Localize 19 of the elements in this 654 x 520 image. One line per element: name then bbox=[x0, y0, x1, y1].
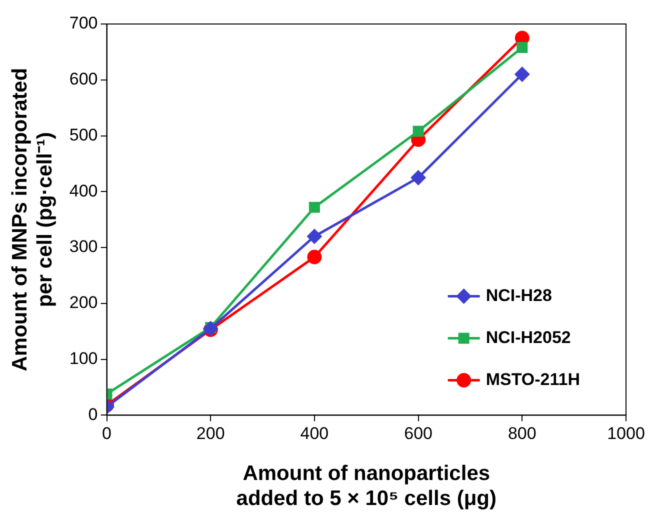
y-tick-label: 0 bbox=[88, 404, 98, 424]
y-tick-label: 100 bbox=[69, 349, 98, 368]
x-tick-label: 0 bbox=[102, 424, 112, 444]
x-tick-label: 600 bbox=[404, 424, 432, 444]
y-tick-label: 700 bbox=[69, 14, 98, 33]
x-tick-label: 400 bbox=[300, 424, 329, 444]
x-axis-title: Amount of nanoparticles added to 5 × 10⁵ cells (μg) bbox=[236, 462, 496, 510]
legend-label: NCI-H28 bbox=[486, 286, 552, 305]
y-tick-label: 200 bbox=[69, 293, 98, 312]
legend-label: NCI-H2052 bbox=[486, 328, 571, 347]
x-tick-label: 800 bbox=[508, 424, 536, 444]
y-tick-label: 400 bbox=[69, 181, 98, 200]
legend-label: MSTO-211H bbox=[486, 370, 580, 389]
x-tick-label: 200 bbox=[196, 424, 225, 444]
y-tick-label: 500 bbox=[69, 125, 98, 144]
x-tick-label: 1000 bbox=[607, 424, 645, 444]
y-tick-label: 600 bbox=[69, 70, 98, 89]
y-axis-title: Amount of MNPs incorporated per cell (pg·cell⁻¹) bbox=[8, 68, 57, 372]
y-tick-label: 300 bbox=[69, 237, 98, 256]
